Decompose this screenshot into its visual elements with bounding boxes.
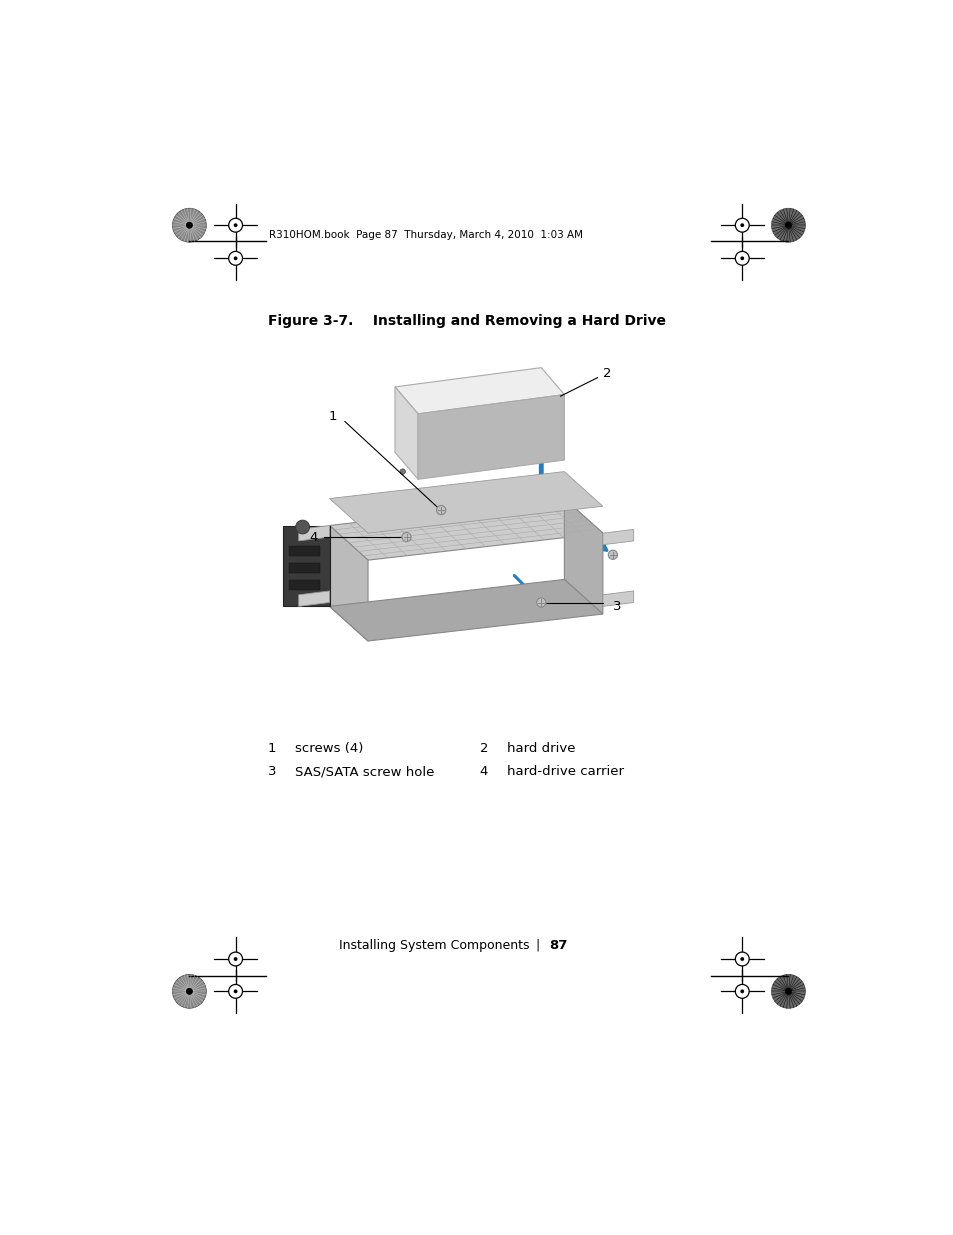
Polygon shape bbox=[283, 526, 329, 606]
Circle shape bbox=[608, 550, 617, 559]
Circle shape bbox=[771, 209, 804, 242]
Circle shape bbox=[229, 984, 242, 998]
Text: 3: 3 bbox=[612, 600, 620, 613]
Text: Installing System Components: Installing System Components bbox=[339, 939, 529, 952]
Circle shape bbox=[740, 224, 743, 227]
Circle shape bbox=[735, 984, 748, 998]
Circle shape bbox=[295, 520, 309, 534]
Circle shape bbox=[735, 219, 748, 232]
Circle shape bbox=[186, 988, 193, 994]
Text: 2: 2 bbox=[479, 742, 488, 756]
Circle shape bbox=[399, 469, 405, 474]
Bar bbox=[289, 563, 319, 573]
Circle shape bbox=[233, 957, 237, 961]
Text: 1: 1 bbox=[268, 742, 276, 756]
Polygon shape bbox=[298, 592, 329, 606]
Text: 4: 4 bbox=[310, 531, 317, 543]
Circle shape bbox=[784, 988, 791, 994]
Circle shape bbox=[771, 974, 804, 1008]
Circle shape bbox=[229, 252, 242, 266]
Text: 4: 4 bbox=[479, 766, 488, 778]
Text: 2: 2 bbox=[602, 367, 611, 380]
Circle shape bbox=[229, 952, 242, 966]
Polygon shape bbox=[298, 526, 329, 541]
Circle shape bbox=[233, 257, 237, 261]
Circle shape bbox=[172, 974, 206, 1008]
Polygon shape bbox=[395, 387, 417, 479]
Polygon shape bbox=[602, 592, 633, 606]
Circle shape bbox=[233, 224, 237, 227]
Polygon shape bbox=[564, 499, 602, 614]
Circle shape bbox=[735, 252, 748, 266]
Circle shape bbox=[233, 989, 237, 993]
Polygon shape bbox=[329, 579, 602, 641]
Polygon shape bbox=[417, 395, 564, 479]
Text: SAS/SATA screw hole: SAS/SATA screw hole bbox=[294, 766, 434, 778]
Text: 87: 87 bbox=[548, 939, 567, 952]
Bar bbox=[289, 580, 319, 590]
Circle shape bbox=[740, 989, 743, 993]
Polygon shape bbox=[602, 530, 633, 545]
Circle shape bbox=[436, 505, 445, 515]
Circle shape bbox=[784, 222, 791, 228]
Text: screws (4): screws (4) bbox=[294, 742, 363, 756]
Circle shape bbox=[537, 598, 545, 608]
Text: 1: 1 bbox=[329, 410, 336, 422]
Bar bbox=[289, 546, 319, 556]
Text: Figure 3-7.    Installing and Removing a Hard Drive: Figure 3-7. Installing and Removing a Ha… bbox=[268, 315, 665, 329]
Circle shape bbox=[735, 952, 748, 966]
Text: R310HOM.book  Page 87  Thursday, March 4, 2010  1:03 AM: R310HOM.book Page 87 Thursday, March 4, … bbox=[269, 230, 583, 241]
Circle shape bbox=[740, 257, 743, 261]
Text: |: | bbox=[535, 939, 539, 952]
Polygon shape bbox=[329, 526, 368, 641]
Circle shape bbox=[186, 222, 193, 228]
Polygon shape bbox=[329, 499, 602, 561]
Circle shape bbox=[172, 209, 206, 242]
Text: 3: 3 bbox=[268, 766, 276, 778]
Circle shape bbox=[229, 219, 242, 232]
Text: hard drive: hard drive bbox=[506, 742, 575, 756]
Circle shape bbox=[740, 957, 743, 961]
Polygon shape bbox=[395, 368, 564, 414]
Polygon shape bbox=[329, 472, 602, 534]
Circle shape bbox=[401, 532, 411, 542]
Text: hard-drive carrier: hard-drive carrier bbox=[506, 766, 623, 778]
